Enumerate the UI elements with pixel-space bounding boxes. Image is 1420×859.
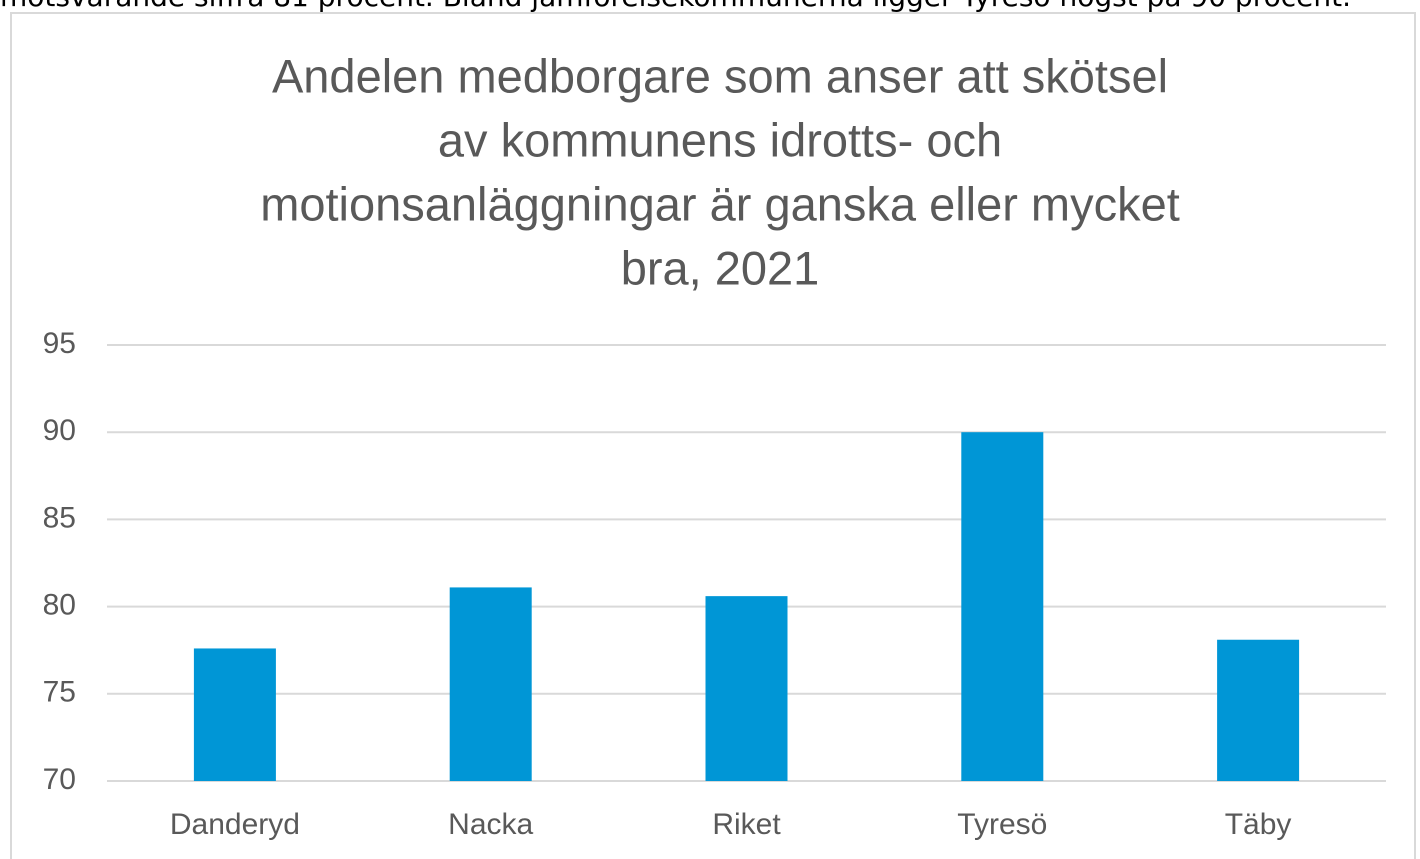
y-tick-label: 95 xyxy=(43,327,76,360)
bar xyxy=(449,587,532,781)
x-tick-label: Täby xyxy=(1225,808,1292,841)
x-tick-label: Nacka xyxy=(448,808,533,841)
y-tick-label: 80 xyxy=(43,589,76,622)
bar xyxy=(1217,639,1300,781)
bar xyxy=(705,596,788,781)
chart-title: bra, 2021 xyxy=(621,241,820,294)
y-tick-label: 75 xyxy=(43,676,76,709)
chart-title: motionsanläggningar är ganska eller myck… xyxy=(260,177,1180,230)
y-tick-label: 70 xyxy=(43,763,76,796)
y-tick-label: 90 xyxy=(43,414,76,447)
y-tick-label: 85 xyxy=(43,501,76,534)
chart-title: av kommunens idrotts- och xyxy=(438,113,1002,166)
chart-title: Andelen medborgare som anser att skötsel xyxy=(272,49,1168,102)
x-tick-label: Riket xyxy=(712,808,781,841)
bar xyxy=(961,432,1044,781)
intro-text: motsvarande siffra 81 procent. Bland jäm… xyxy=(0,0,1351,14)
x-tick-label: Tyresö xyxy=(957,808,1047,841)
x-tick-label: Danderyd xyxy=(170,808,300,841)
bar xyxy=(193,648,276,781)
